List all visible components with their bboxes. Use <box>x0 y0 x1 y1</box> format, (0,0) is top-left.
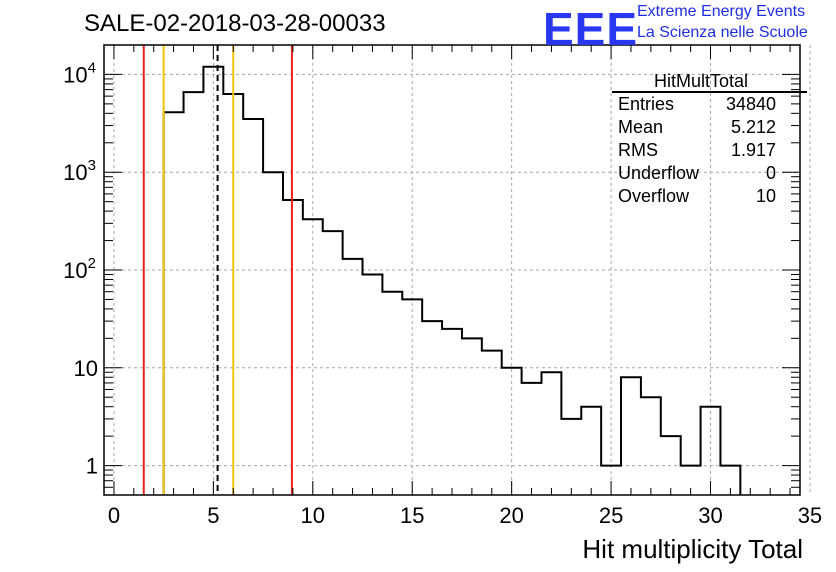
stats-value: 1.917 <box>730 140 776 160</box>
histogram-bin <box>303 219 323 495</box>
y-tick-base: 10 <box>63 62 87 87</box>
histogram-bin <box>621 377 641 495</box>
chart-title: SALE-02-2018-03-28-00033 <box>84 10 386 37</box>
y-tick-base: 10 <box>74 356 98 381</box>
y-tick-label: 10 <box>74 356 98 381</box>
y-tick-base: 1 <box>86 454 98 479</box>
x-tick-label: 20 <box>499 503 523 528</box>
stats-value: 5.212 <box>730 117 776 137</box>
histogram-bin <box>502 368 522 495</box>
histogram-line <box>162 65 742 495</box>
histogram-bin <box>363 274 383 495</box>
histogram-bin <box>184 92 204 495</box>
x-tick-label: 35 <box>798 503 822 528</box>
stats-divider <box>612 91 807 93</box>
histogram-bin <box>164 112 184 495</box>
x-tick-label: 15 <box>400 503 424 528</box>
y-tick-base: 10 <box>63 258 87 283</box>
histogram-bin <box>402 299 422 495</box>
x-tick-label: 30 <box>698 503 722 528</box>
histogram-bin <box>203 67 223 495</box>
stats-value: 10 <box>755 186 776 206</box>
stats-row-entries: Entries 34840 <box>612 93 776 116</box>
logo-line-1: Extreme Energy Events <box>637 3 806 20</box>
y-tick-exponent: 3 <box>88 157 96 174</box>
x-axis-label: Hit multiplicity Total <box>582 534 803 564</box>
stats-row-underflow: Underflow 0 <box>612 162 776 185</box>
y-tick-label: 103 <box>63 157 96 185</box>
stats-value: 34840 <box>725 94 776 114</box>
x-tick-label: 25 <box>599 503 623 528</box>
stats-row-mean: Mean 5.212 <box>612 116 776 139</box>
stats-value: 0 <box>765 163 776 183</box>
histogram-bin <box>482 351 502 495</box>
histogram-bin <box>343 259 363 495</box>
histogram-bin <box>243 119 263 495</box>
y-tick-exponent: 2 <box>88 255 96 272</box>
histogram-bin <box>581 407 601 495</box>
x-tick-label: 5 <box>207 503 219 528</box>
stats-label: Underflow <box>618 163 700 183</box>
histogram-bin <box>263 172 283 495</box>
histogram-bin <box>641 397 661 495</box>
y-tick-label: 104 <box>63 59 96 87</box>
stats-label: Mean <box>618 117 664 137</box>
y-tick-exponent: 4 <box>88 59 96 76</box>
stats-row-overflow: Overflow 10 <box>612 185 776 208</box>
stats-label: Entries <box>618 94 675 114</box>
y-tick-base: 10 <box>63 160 87 185</box>
histogram-bin <box>382 292 402 495</box>
histogram-bin <box>422 321 442 495</box>
x-tick-label: 0 <box>108 503 120 528</box>
histogram-bin <box>442 329 462 495</box>
stats-label: RMS <box>618 140 658 160</box>
y-tick-label: 1 <box>86 454 98 479</box>
histogram-bin <box>541 372 561 495</box>
histogram-bin <box>561 419 581 495</box>
stats-row-rms: RMS 1.917 <box>612 139 776 162</box>
histogram-bin <box>462 338 482 495</box>
histogram-bin <box>323 231 343 495</box>
stats-label: Overflow <box>618 186 690 206</box>
x-tick-label: 10 <box>301 503 325 528</box>
logo-line-2: La Scienza nelle Scuole <box>637 24 808 41</box>
histogram-bin <box>661 436 681 495</box>
stats-box: HitMultTotal Entries 34840 Mean 5.212 RMS 1.9… <box>612 72 807 208</box>
eee-logo: EEE <box>543 3 639 55</box>
histogram-bin <box>522 383 542 495</box>
y-tick-label: 102 <box>63 255 96 283</box>
stats-title: HitMultTotal <box>653 71 749 91</box>
